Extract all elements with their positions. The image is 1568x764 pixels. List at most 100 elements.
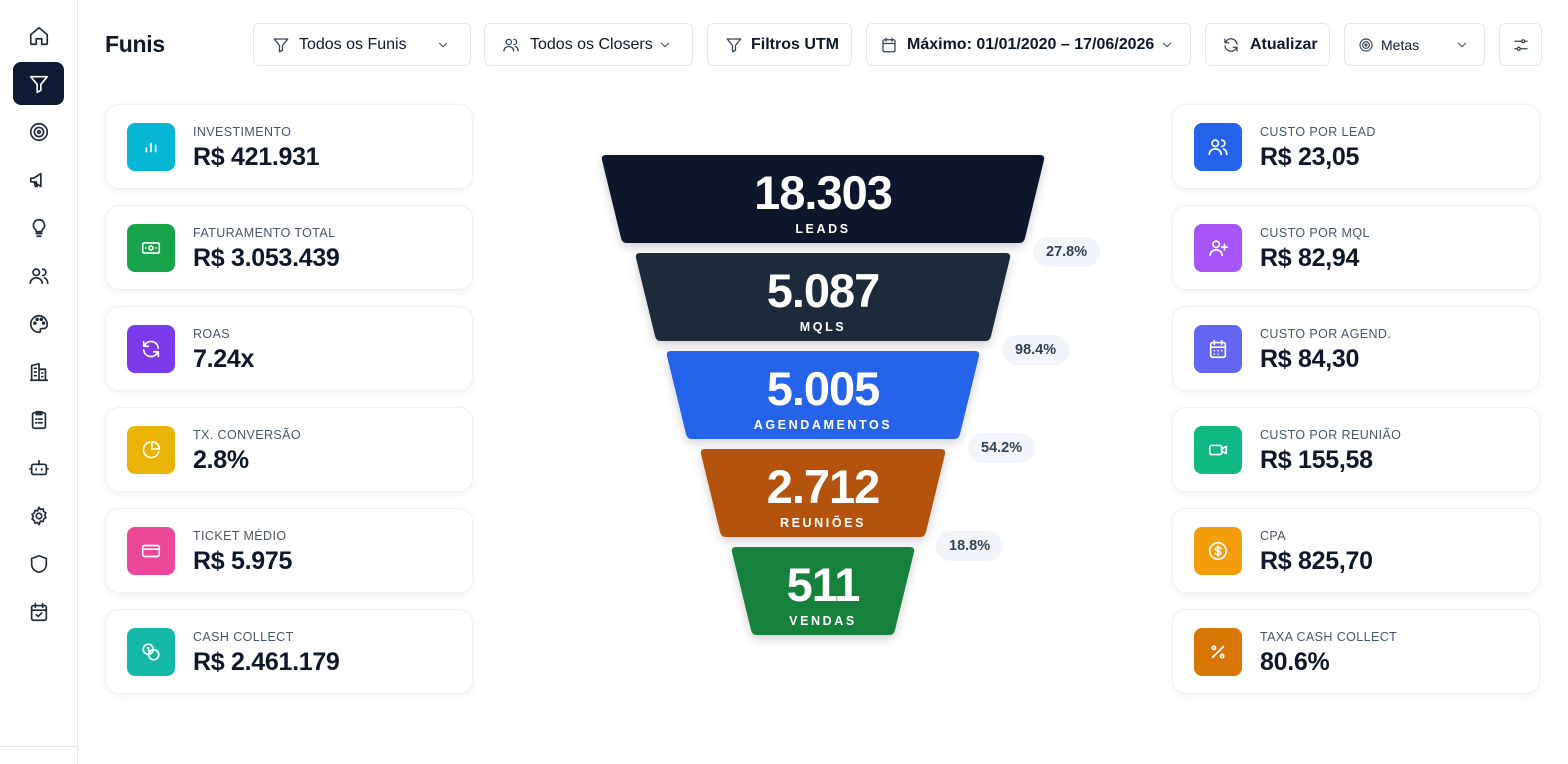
gear-icon xyxy=(30,505,47,526)
chevron-down-icon xyxy=(1458,42,1466,47)
metric-card-label: CUSTO POR REUNIÃO xyxy=(1260,428,1402,442)
metric-card-value: 80.6% xyxy=(1260,648,1330,676)
sidebar-item-funnels[interactable] xyxy=(13,62,64,105)
page-title: Funis xyxy=(105,31,165,57)
banknote-icon xyxy=(141,242,161,254)
sidebar-item-automations[interactable] xyxy=(13,446,64,489)
sidebar-item-companies[interactable] xyxy=(13,350,64,393)
refresh-icon xyxy=(1224,37,1238,52)
lightbulb-icon xyxy=(32,218,45,237)
coins-icon xyxy=(142,643,160,661)
funnel-stage-leads-label: LEADS xyxy=(795,222,851,236)
metric-card-value: R$ 5.975 xyxy=(193,547,293,575)
metric-card-value: 7.24x xyxy=(193,345,255,373)
dollar-circle-icon xyxy=(1208,541,1228,561)
metric-card-label: CASH COLLECT xyxy=(193,630,294,644)
metric-card-label: FATURAMENTO TOTAL xyxy=(193,226,336,240)
sidebar-item-settings[interactable] xyxy=(13,494,64,537)
funnel-stage-meetings-value: 2.712 xyxy=(766,460,881,513)
metric-card-total-revenue: FATURAMENTO TOTAL R$ 3.053.439 xyxy=(105,205,473,290)
bot-icon xyxy=(28,459,49,475)
funnel-stage-appointments-value: 5.005 xyxy=(766,362,881,415)
date-range-label: Máximo: 01/01/2020 – 17/06/2026 xyxy=(907,35,1155,53)
metric-card-icon-box xyxy=(127,325,175,373)
metric-card-label: TX. CONVERSÃO xyxy=(193,428,301,442)
bar-chart-icon xyxy=(145,142,157,153)
home-icon xyxy=(29,26,48,45)
refresh-icon xyxy=(142,340,160,358)
metric-card-value: R$ 82,94 xyxy=(1260,244,1360,272)
sidebar-item-goals[interactable] xyxy=(13,110,64,153)
chevron-down-icon xyxy=(439,42,447,47)
conversion-badge-appointments-meetings: 54.2% xyxy=(968,433,1036,463)
target-icon xyxy=(29,122,48,141)
sliders-icon xyxy=(1513,38,1528,51)
metric-card-icon-box xyxy=(1194,527,1242,575)
refresh-button[interactable]: Atualizar xyxy=(1205,23,1330,66)
metric-card-value: R$ 825,70 xyxy=(1260,547,1373,575)
users-icon xyxy=(28,267,49,284)
goals-select[interactable]: Metas xyxy=(1344,23,1485,66)
metric-card-icon-box xyxy=(1194,426,1242,474)
metric-card-roas: ROAS 7.24x xyxy=(105,306,473,391)
sidebar-divider xyxy=(0,746,78,747)
metric-card-icon-box xyxy=(127,123,175,171)
funnel-icon xyxy=(29,75,48,93)
sidebar-item-reports[interactable] xyxy=(13,398,64,441)
funnel-stage-sales-label: VENDAS xyxy=(789,614,857,628)
funnel-stage-mqls-label: MQLS xyxy=(799,320,847,334)
palette-icon xyxy=(29,314,48,333)
metric-card-average-ticket: TICKET MÉDIO R$ 5.975 xyxy=(105,508,473,593)
sidebar-item-campaigns[interactable] xyxy=(13,158,64,201)
chevron-down-icon xyxy=(661,42,669,47)
metric-card-icon-box xyxy=(1194,325,1242,373)
filter-settings-button[interactable] xyxy=(1499,23,1542,66)
metric-card-value: R$ 421.931 xyxy=(193,143,320,171)
metric-card-value: R$ 84,30 xyxy=(1260,345,1360,373)
metric-card-conversion-rate: TX. CONVERSÃO 2.8% xyxy=(105,407,473,492)
sidebar-item-security[interactable] xyxy=(13,542,64,585)
sidebar-item-creatives[interactable] xyxy=(13,302,64,345)
conversion-badge-mqls-appointments: 98.4% xyxy=(1002,335,1070,365)
metric-card-icon-box xyxy=(1194,628,1242,676)
funnels-select[interactable]: Todos os Funis xyxy=(253,23,471,66)
video-icon xyxy=(1208,444,1228,456)
metric-card-label: TICKET MÉDIO xyxy=(193,529,287,543)
metric-card-value: R$ 3.053.439 xyxy=(193,244,340,272)
metric-card-icon-box xyxy=(1194,123,1242,171)
pie-chart-icon xyxy=(142,440,161,459)
metric-card-label: TAXA CASH COLLECT xyxy=(1260,630,1398,644)
metric-card-cash-collect-rate: TAXA CASH COLLECT 80.6% xyxy=(1172,609,1540,694)
metric-card-icon-box xyxy=(127,224,175,272)
date-range-select[interactable]: Máximo: 01/01/2020 – 17/06/2026 xyxy=(866,23,1191,66)
sidebar-item-calendar[interactable] xyxy=(13,590,64,633)
sidebar-item-ideas[interactable] xyxy=(13,206,64,249)
closers-select-label: Todos os Closers xyxy=(530,35,653,53)
conversion-badge-leads-mqls: 27.8% xyxy=(1033,237,1101,267)
refresh-label: Atualizar xyxy=(1250,35,1318,53)
metric-card-cost-per-lead: CUSTO POR LEAD R$ 23,05 xyxy=(1172,104,1540,189)
sidebar-item-users[interactable] xyxy=(13,254,64,297)
filter-icon xyxy=(726,37,742,52)
metric-card-value: R$ 2.461.179 xyxy=(193,648,340,676)
credit-card-icon xyxy=(141,544,161,558)
metric-card-label: CUSTO POR MQL xyxy=(1260,226,1370,240)
metric-card-icon-box xyxy=(127,426,175,474)
metric-card-label: CUSTO POR LEAD xyxy=(1260,125,1376,139)
user-plus-icon xyxy=(1209,240,1228,257)
closers-select[interactable]: Todos os Closers xyxy=(484,23,693,66)
clipboard-icon xyxy=(31,410,46,429)
percent-icon xyxy=(1211,645,1225,659)
metric-card-value: R$ 155,58 xyxy=(1260,446,1373,474)
metric-card-icon-box xyxy=(1194,224,1242,272)
metric-card-value: R$ 23,05 xyxy=(1260,143,1360,171)
utm-filter-label: Filtros UTM xyxy=(751,35,839,53)
metric-card-value: 2.8% xyxy=(193,446,249,474)
sidebar-item-home[interactable] xyxy=(13,14,64,57)
utm-filter-button[interactable]: Filtros UTM xyxy=(707,23,852,66)
calendar-icon xyxy=(1209,339,1227,359)
goals-select-label: Metas xyxy=(1381,36,1420,53)
funnel-stage-mqls-value: 5.087 xyxy=(766,264,881,317)
calendar-icon xyxy=(882,37,896,52)
